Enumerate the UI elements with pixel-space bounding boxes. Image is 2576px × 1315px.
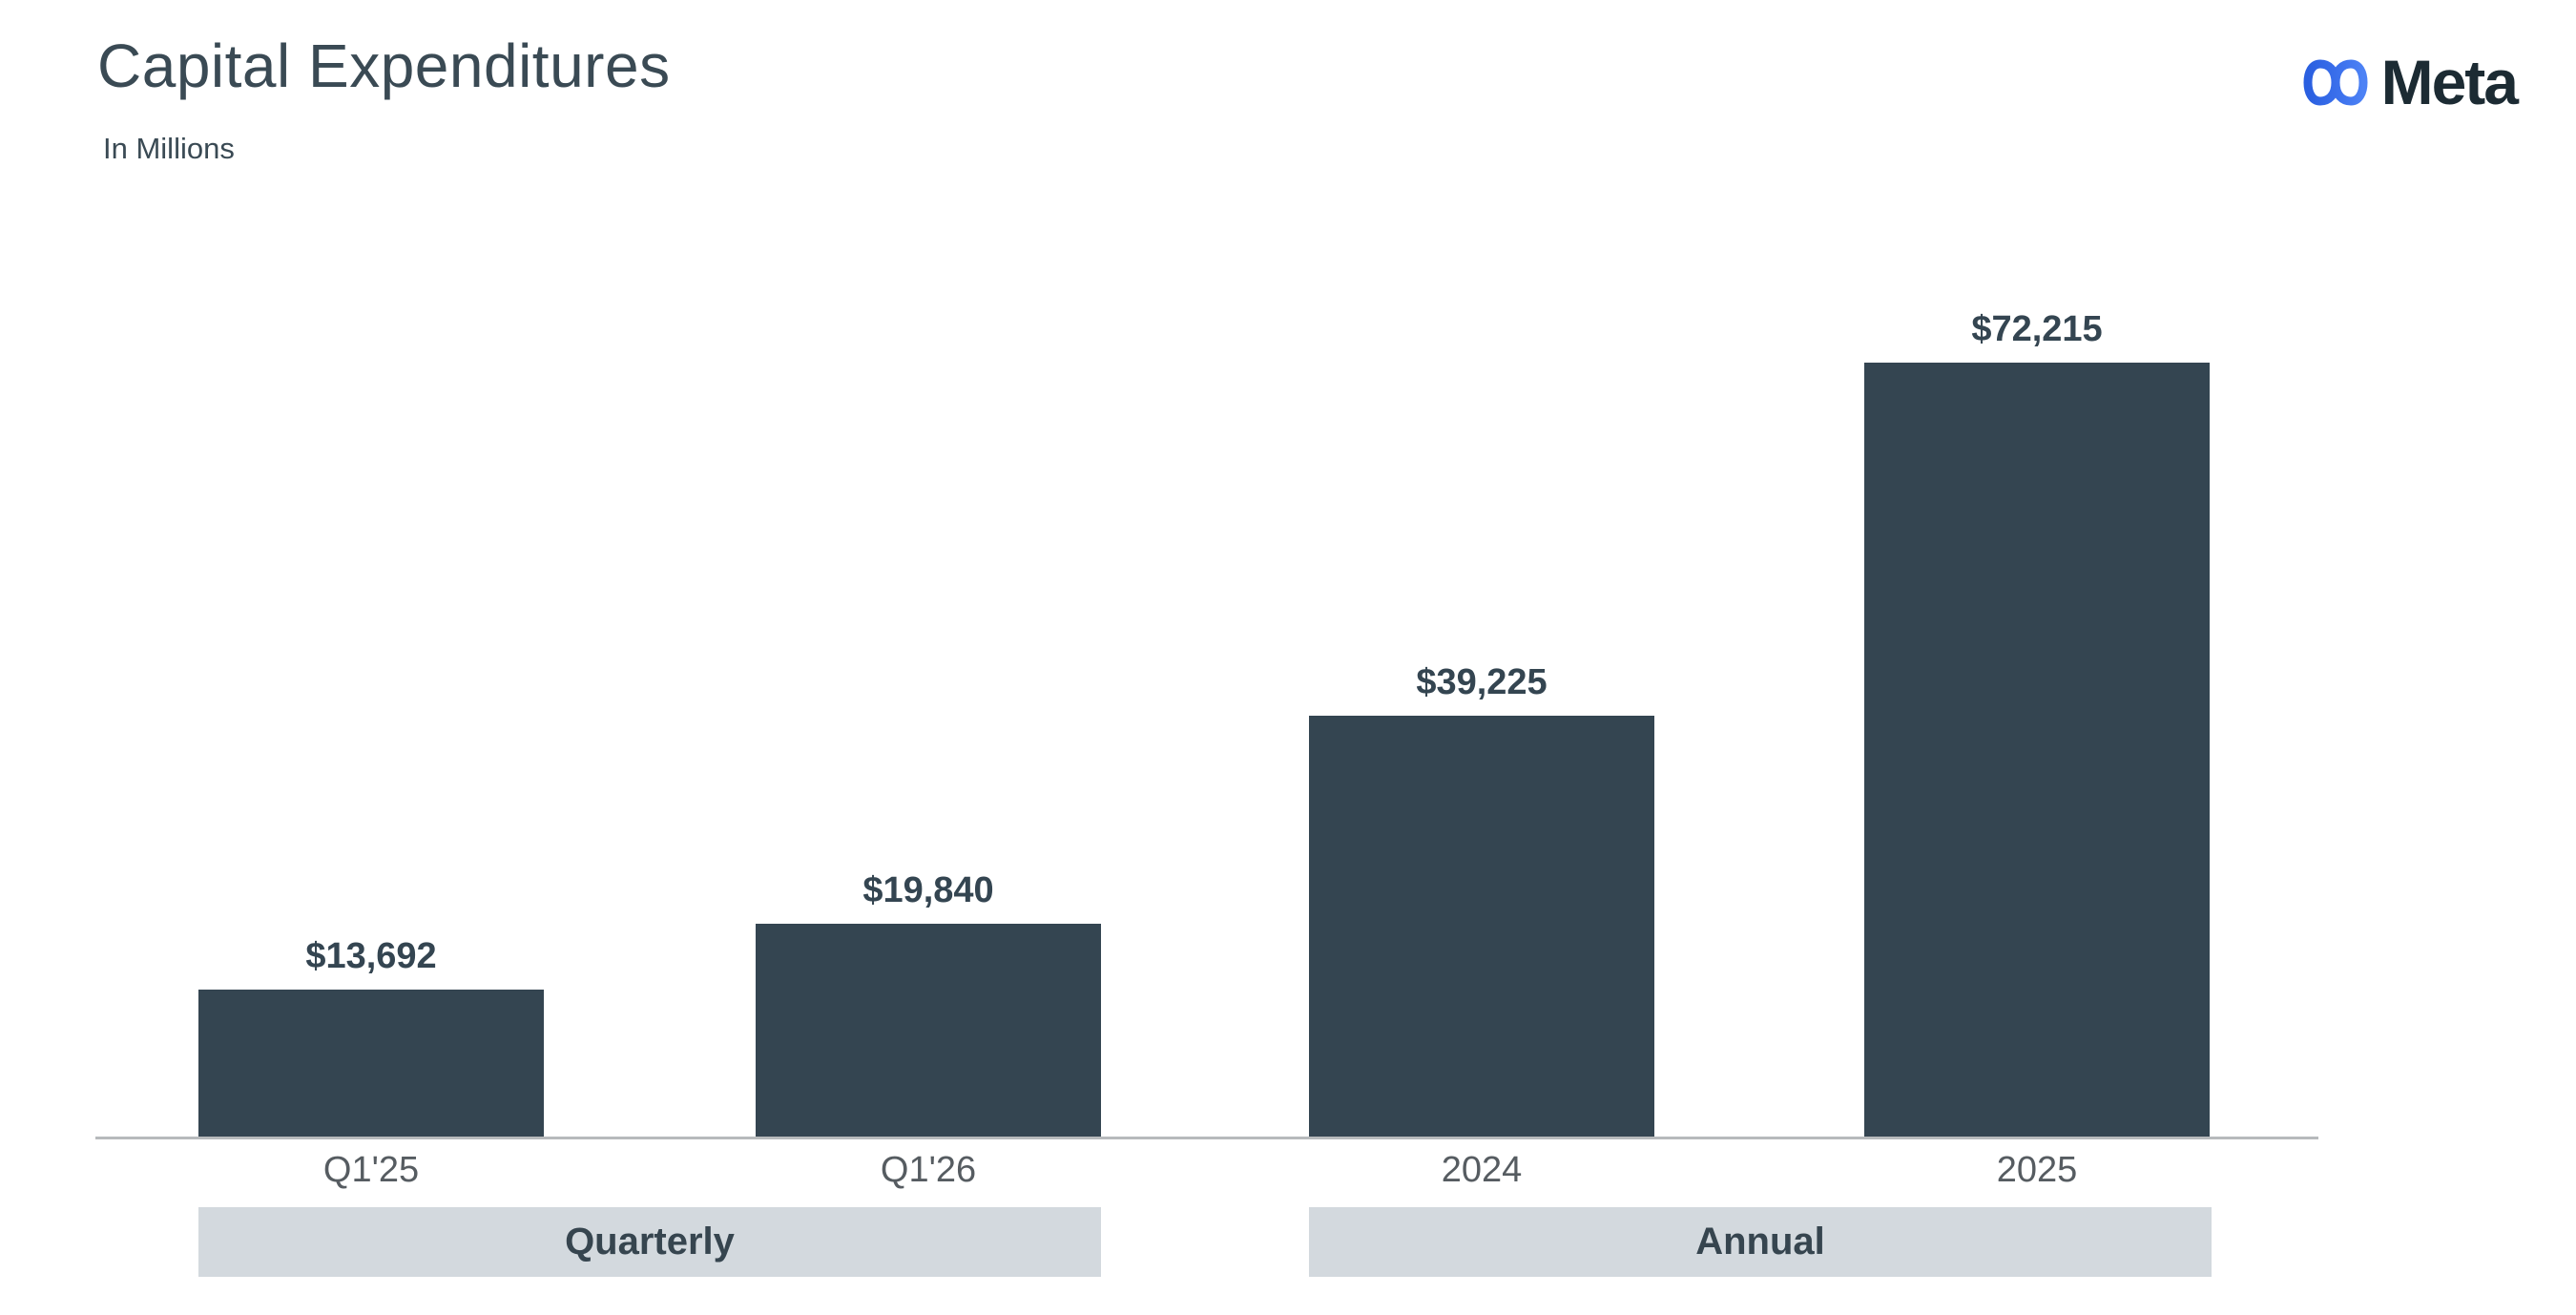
bar-q126	[756, 924, 1101, 1137]
group-band-label: Quarterly	[565, 1221, 735, 1263]
bar-column-q126: $19,840	[756, 870, 1101, 1137]
bar-value-label: $72,215	[1971, 309, 2103, 349]
bar-q125	[198, 990, 544, 1137]
meta-wordmark: Meta	[2380, 47, 2519, 117]
bar-value-label: $39,225	[1416, 662, 1548, 702]
group-band-quarterly: Quarterly	[198, 1207, 1101, 1277]
bar-value-label: $19,840	[862, 870, 994, 910]
group-band-label: Annual	[1695, 1221, 1825, 1263]
x-tick-2024: 2024	[1441, 1150, 1523, 1190]
bar-column-q125: $13,692	[198, 936, 544, 1137]
page-title: Capital Expenditures	[97, 31, 671, 100]
x-tick-q126: Q1'26	[880, 1150, 977, 1190]
x-tick-2025: 2025	[1996, 1150, 2078, 1190]
bar-2024	[1309, 716, 1654, 1137]
bar-2025	[1864, 363, 2210, 1137]
page-subtitle: In Millions	[103, 132, 235, 165]
bar-value-label: $13,692	[305, 936, 437, 976]
meta-infinity-icon	[2303, 57, 2368, 108]
bar-column-2025: $72,215	[1864, 309, 2210, 1137]
group-band-annual: Annual	[1309, 1207, 2212, 1277]
x-axis-line	[95, 1137, 2318, 1139]
x-tick-q125: Q1'25	[322, 1150, 420, 1190]
bar-column-2024: $39,225	[1309, 662, 1654, 1137]
meta-logo: Meta	[2303, 46, 2519, 118]
